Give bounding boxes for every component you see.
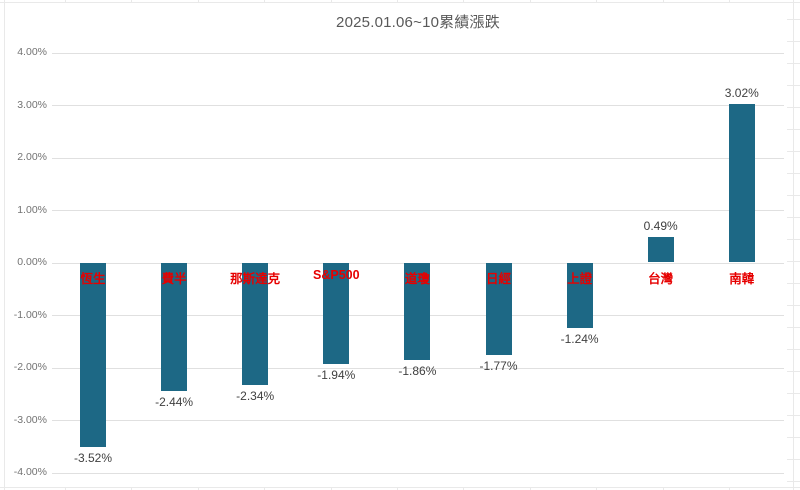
sheet-gridline	[787, 261, 800, 262]
sheet-gridline	[787, 437, 800, 438]
sheet-gridline	[787, 239, 800, 240]
bar[interactable]	[242, 262, 269, 386]
category-label: 那斯達克	[230, 272, 281, 286]
bar-value-label: 0.49%	[643, 218, 678, 233]
y-axis-tick-label: -1.00%	[13, 308, 47, 321]
sheet-gridline	[663, 0, 664, 3]
sheet-gridline	[787, 63, 800, 64]
sheet-gridline	[787, 393, 800, 394]
category-label: S&P500	[313, 268, 360, 282]
bar[interactable]	[80, 262, 106, 448]
sheet-gridline	[0, 487, 800, 488]
sheet-gridline	[787, 459, 800, 460]
bar-value-label: -3.52%	[73, 451, 113, 466]
sheet-gridline	[65, 487, 66, 490]
sheet-gridline	[787, 173, 800, 174]
sheet-gridline	[264, 0, 265, 3]
sheet-gridline	[729, 0, 730, 3]
sheet-gridline	[198, 0, 199, 3]
category-label: 上證	[567, 272, 593, 286]
bar-value-label: -2.34%	[236, 389, 275, 404]
category-label: 費半	[161, 272, 187, 286]
bar-value-label: -2.44%	[155, 394, 194, 409]
y-axis-tick-label: 2.00%	[17, 151, 47, 163]
sheet-gridline	[787, 481, 800, 482]
bar[interactable]	[647, 236, 674, 263]
sheet-gridline	[198, 487, 199, 490]
sheet-gridline	[331, 487, 332, 490]
sheet-gridline	[787, 85, 800, 86]
chart-title: 2025.01.06~10累績漲跌	[336, 14, 500, 31]
sheet-gridline	[397, 487, 398, 490]
sheet-gridline	[787, 129, 800, 130]
sheet-gridline	[131, 487, 132, 490]
sheet-gridline	[787, 107, 800, 108]
gridline	[52, 210, 784, 211]
sheet-gridline	[793, 0, 794, 490]
bar-value-label: -1.24%	[560, 331, 599, 346]
sheet-gridline	[787, 217, 800, 218]
y-axis-tick-label: 3.00%	[17, 98, 47, 111]
bar[interactable]	[728, 103, 755, 263]
sheet-gridline	[787, 305, 800, 306]
y-axis-tick-label: -4.00%	[13, 466, 47, 478]
sheet-gridline	[787, 19, 800, 20]
category-label: 恆生	[80, 272, 106, 286]
sheet-gridline	[729, 487, 730, 490]
sheet-gridline	[530, 0, 531, 3]
sheet-gridline	[264, 487, 265, 490]
sheet-gridline	[596, 487, 597, 490]
sheet-gridline	[787, 283, 800, 284]
bar[interactable]	[566, 262, 593, 328]
sheet-gridline	[787, 151, 800, 152]
sheet-gridline	[787, 371, 800, 372]
sheet-gridline	[463, 0, 464, 3]
sheet-gridline	[331, 0, 332, 3]
bar[interactable]	[161, 262, 188, 391]
sheet-gridline	[0, 2, 800, 3]
bar-value-label: 3.02%	[724, 85, 759, 100]
gridline	[52, 157, 784, 159]
sheet-gridline	[787, 327, 800, 328]
sheet-gridline	[65, 0, 66, 3]
gridline	[52, 105, 784, 106]
category-label: 台灣	[648, 272, 674, 286]
sheet-gridline	[663, 487, 664, 490]
y-axis-tick-label: -2.00%	[13, 361, 47, 373]
y-axis-tick-label: 0.00%	[17, 256, 47, 268]
y-axis-tick-label: 1.00%	[17, 203, 47, 216]
gridline	[52, 367, 784, 369]
sheet-gridline	[463, 487, 464, 490]
sheet-gridline	[397, 0, 398, 3]
gridline	[52, 52, 784, 54]
sheet-gridline	[131, 0, 132, 3]
bar-value-label: -1.94%	[317, 368, 356, 383]
sheet-gridline	[787, 195, 800, 196]
sheet-gridline	[596, 0, 597, 3]
category-label: 道瓊	[404, 272, 430, 286]
bar[interactable]	[404, 262, 431, 361]
sheet-gridline	[787, 349, 800, 350]
gridline	[52, 472, 784, 474]
bar[interactable]	[323, 262, 350, 365]
sheet-gridline	[787, 415, 800, 416]
sheet-gridline	[4, 0, 5, 490]
sheet-gridline	[787, 41, 800, 42]
category-label: 日經	[485, 272, 511, 286]
bar-value-label: -1.86%	[398, 364, 437, 379]
sheet-gridline	[530, 487, 531, 490]
bar[interactable]	[485, 262, 512, 356]
y-axis-tick-label: 4.00%	[17, 46, 47, 58]
bar-value-label: -1.77%	[479, 359, 518, 374]
gridline	[52, 420, 784, 421]
category-label: 南韓	[729, 272, 755, 286]
y-axis-tick-label: -3.00%	[13, 413, 47, 426]
